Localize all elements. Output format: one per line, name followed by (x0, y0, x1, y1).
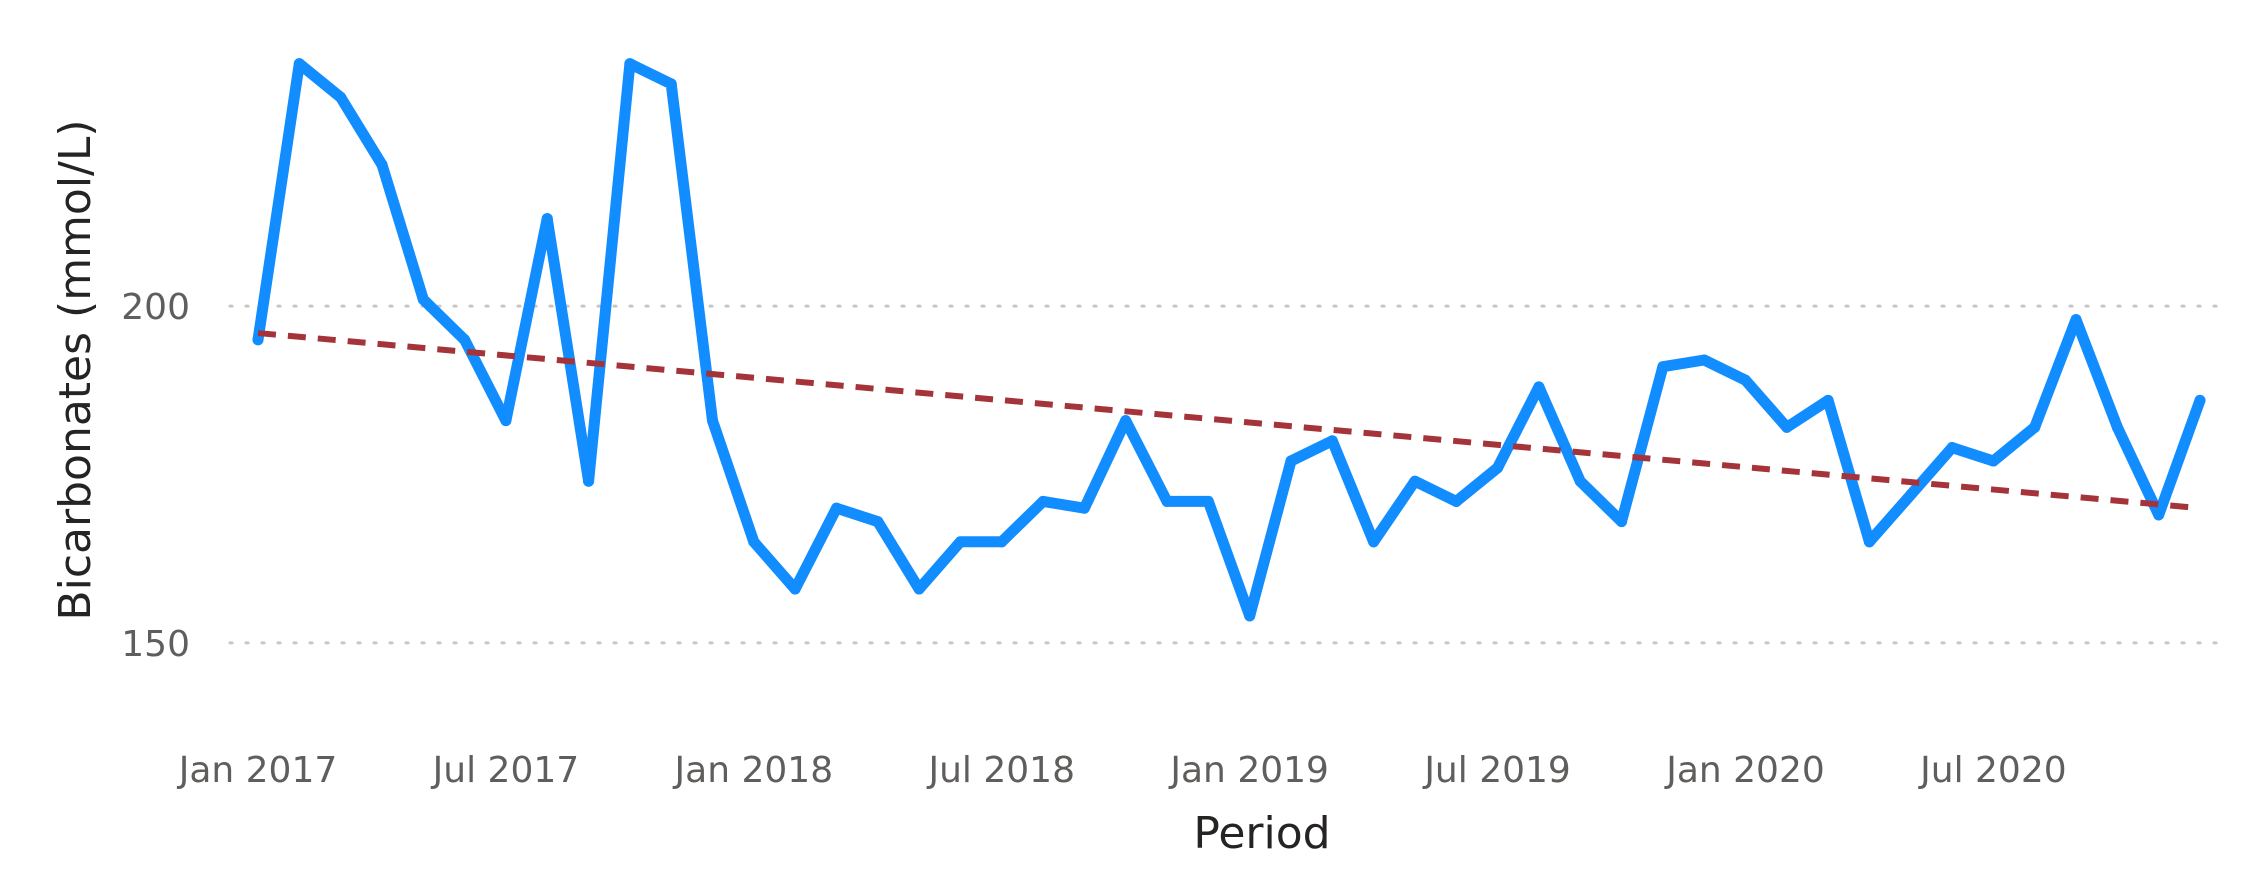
data-point (335, 91, 347, 103)
data-point (1368, 536, 1380, 548)
data-point (665, 78, 677, 90)
x-tick-label: Jan 2019 (1168, 750, 1329, 791)
data-point (293, 58, 305, 70)
data-point (2153, 509, 2165, 521)
data-point (1781, 421, 1793, 433)
x-tick-label: Jan 2017 (177, 750, 338, 791)
y-axis-ticks: 150 200 (121, 287, 190, 665)
data-point (830, 502, 842, 514)
data-point (1739, 374, 1751, 386)
data-point (1161, 495, 1173, 507)
data-point (1946, 442, 1958, 454)
data-point (1244, 610, 1256, 622)
data-point (541, 213, 553, 225)
data-point (1863, 536, 1875, 548)
data-point (624, 58, 636, 70)
data-point (2070, 314, 2082, 326)
data-point (872, 516, 884, 528)
x-tick-label: Jul 2017 (431, 750, 580, 791)
data-point (1492, 462, 1504, 474)
trend-line (257, 330, 2201, 512)
data-point (2029, 421, 2041, 433)
data-point (1905, 489, 1917, 501)
data-point (1120, 415, 1132, 427)
data-point (1326, 435, 1338, 447)
trend-layer (257, 330, 2201, 512)
data-point (1533, 381, 1545, 393)
x-axis-ticks: Jan 2017 Jul 2017 Jan 2018 Jul 2018 Jan 2019… (177, 750, 2067, 791)
data-point (2111, 421, 2123, 433)
data-point (376, 159, 388, 171)
y-tick-label: 150 (121, 624, 190, 665)
x-tick-label: Jul 2020 (1918, 750, 2067, 791)
data-point (500, 415, 512, 427)
data-point (1987, 455, 1999, 467)
data-point (1202, 495, 1214, 507)
data-point (996, 536, 1008, 548)
data-point (1078, 502, 1090, 514)
data-point (748, 536, 760, 548)
data-point (1574, 475, 1586, 487)
y-axis-title: Bicarbonates (mmol/L) (50, 119, 101, 620)
x-tick-label: Jul 2018 (926, 750, 1075, 791)
series-line (252, 58, 2206, 622)
data-point (1657, 361, 1669, 373)
y-tick-label: 200 (121, 287, 190, 328)
data-point (417, 293, 429, 305)
data-point (707, 415, 719, 427)
data-point (1822, 394, 1834, 406)
data-point (1616, 516, 1628, 528)
data-point (789, 583, 801, 595)
x-tick-label: Jan 2020 (1664, 750, 1825, 791)
data-point (954, 536, 966, 548)
data-point (913, 583, 925, 595)
data-point (1037, 495, 1049, 507)
x-tick-label: Jan 2018 (673, 750, 834, 791)
series-layer (252, 58, 2206, 622)
data-point (1698, 354, 1710, 366)
data-point (2194, 394, 2206, 406)
data-point (1450, 495, 1462, 507)
data-point (252, 334, 264, 346)
x-tick-label: Jul 2019 (1422, 750, 1571, 791)
data-point (459, 334, 471, 346)
data-point (1409, 475, 1421, 487)
data-point (1285, 455, 1297, 467)
data-point (583, 475, 595, 487)
x-axis-title: Period (1193, 808, 1330, 859)
